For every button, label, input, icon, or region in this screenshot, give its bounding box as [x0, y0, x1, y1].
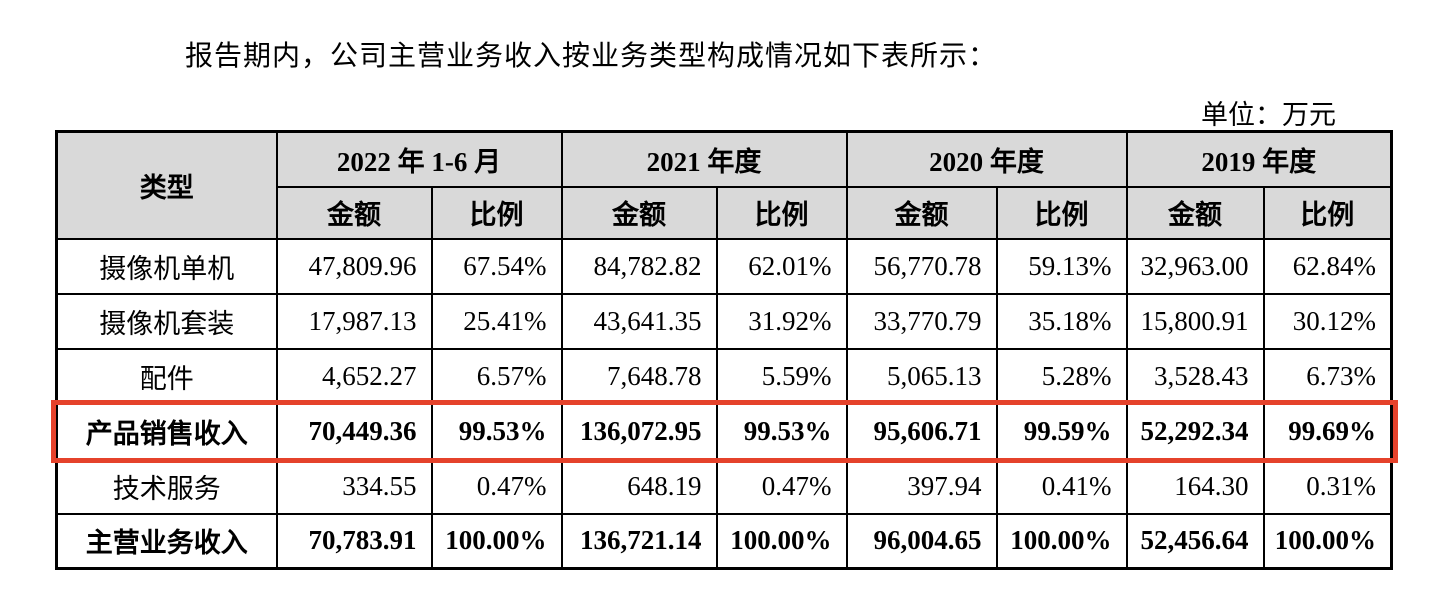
- ratio-header: 比例: [715, 185, 848, 240]
- period-header-2019: 2019 年度: [1125, 130, 1393, 188]
- ratio-cell: 99.53%: [715, 402, 848, 460]
- table-row: 配件 4,652.27 6.57% 7,648.78 5.59% 5,065.13 5.28…: [55, 347, 1393, 405]
- amount-header: 金额: [845, 185, 998, 240]
- ratio-cell: 100.00%: [995, 512, 1128, 570]
- subheader-row: 金额 比例 金额 比例 金额 比例 金额 比例: [57, 185, 1393, 240]
- period-header-2021: 2021 年度: [560, 130, 848, 188]
- amount-cell: 164.30: [1125, 457, 1265, 515]
- type-column-header: 类型: [55, 130, 278, 240]
- amount-cell: 17,987.13: [275, 292, 433, 350]
- ratio-cell: 5.59%: [715, 347, 848, 405]
- amount-cell: 70,449.36: [275, 402, 433, 460]
- ratio-cell: 100.00%: [1262, 512, 1393, 570]
- amount-cell: 47,809.96: [275, 237, 433, 295]
- type-cell: 摄像机套装: [55, 292, 278, 350]
- table-row: 摄像机单机 47,809.96 67.54% 84,782.82 62.01% 56,77…: [55, 237, 1393, 295]
- period-header-row: 类型 2022 年 1-6 月 2021 年度 2020 年度 2019 年度: [55, 130, 1393, 240]
- ratio-cell: 99.53%: [430, 402, 563, 460]
- ratio-cell: 6.73%: [1262, 347, 1393, 405]
- ratio-cell: 67.54%: [430, 237, 563, 295]
- intro-paragraph: 报告期内，公司主营业务收入按业务类型构成情况如下表所示：: [185, 41, 998, 72]
- ratio-cell: 25.41%: [430, 292, 563, 350]
- ratio-cell: 62.84%: [1262, 237, 1393, 295]
- ratio-header: 比例: [1262, 185, 1393, 240]
- amount-cell: 334.55: [275, 457, 433, 515]
- amount-cell: 84,782.82: [560, 237, 718, 295]
- period-header-2020: 2020 年度: [845, 130, 1128, 188]
- amount-cell: 15,800.91: [1125, 292, 1265, 350]
- amount-cell: 397.94: [845, 457, 998, 515]
- type-cell: 产品销售收入: [55, 402, 278, 460]
- amount-cell: 136,072.95: [560, 402, 718, 460]
- ratio-cell: 31.92%: [715, 292, 848, 350]
- ratio-cell: 0.41%: [995, 457, 1128, 515]
- type-cell: 摄像机单机: [55, 237, 278, 295]
- amount-cell: 32,963.00: [1125, 237, 1265, 295]
- amount-cell: 52,456.64: [1125, 512, 1265, 570]
- unit-label: 单位：万元: [1201, 100, 1336, 130]
- amount-cell: 33,770.79: [845, 292, 998, 350]
- ratio-cell: 99.59%: [995, 402, 1128, 460]
- table-row: 产品销售收入 70,449.36 99.53% 136,072.95 99.53% 95,…: [55, 402, 1393, 460]
- ratio-cell: 62.01%: [715, 237, 848, 295]
- type-cell: 技术服务: [55, 457, 278, 515]
- ratio-cell: 59.13%: [995, 237, 1128, 295]
- ratio-cell: 100.00%: [430, 512, 563, 570]
- table-row: 主营业务收入 70,783.91 100.00% 136,721.14 100.00% 9…: [55, 512, 1393, 570]
- amount-cell: 56,770.78: [845, 237, 998, 295]
- amount-cell: 70,783.91: [275, 512, 433, 570]
- amount-cell: 52,292.34: [1125, 402, 1265, 460]
- amount-cell: 7,648.78: [560, 347, 718, 405]
- ratio-cell: 0.47%: [715, 457, 848, 515]
- ratio-cell: 5.28%: [995, 347, 1128, 405]
- ratio-cell: 30.12%: [1262, 292, 1393, 350]
- table-row: 摄像机套装 17,987.13 25.41% 43,641.35 31.92% 33,77…: [55, 292, 1393, 350]
- ratio-cell: 6.57%: [430, 347, 563, 405]
- ratio-cell: 99.69%: [1262, 402, 1393, 460]
- amount-cell: 96,004.65: [845, 512, 998, 570]
- amount-cell: 95,606.71: [845, 402, 998, 460]
- amount-cell: 5,065.13: [845, 347, 998, 405]
- amount-cell: 3,528.43: [1125, 347, 1265, 405]
- ratio-header: 比例: [995, 185, 1128, 240]
- type-cell: 主营业务收入: [55, 512, 278, 570]
- ratio-cell: 35.18%: [995, 292, 1128, 350]
- ratio-cell: 0.31%: [1262, 457, 1393, 515]
- amount-header: 金额: [275, 185, 433, 240]
- table-row: 技术服务 334.55 0.47% 648.19 0.47% 397.94 0.41% 164…: [55, 457, 1393, 515]
- revenue-by-business-type-table: 类型 2022 年 1-6 月 2021 年度 2020 年度 2019 年度 …: [55, 130, 1393, 570]
- amount-cell: 43,641.35: [560, 292, 718, 350]
- ratio-cell: 0.47%: [430, 457, 563, 515]
- amount-cell: 648.19: [560, 457, 718, 515]
- amount-header: 金额: [1125, 185, 1265, 240]
- amount-cell: 136,721.14: [560, 512, 718, 570]
- ratio-header: 比例: [430, 185, 563, 240]
- period-header-2022: 2022 年 1-6 月: [275, 130, 563, 188]
- amount-cell: 4,652.27: [275, 347, 433, 405]
- ratio-cell: 100.00%: [715, 512, 848, 570]
- amount-header: 金额: [560, 185, 718, 240]
- table-body: 摄像机单机 47,809.96 67.54% 84,782.82 62.01% 56,77…: [55, 237, 1393, 570]
- table-header: 类型 2022 年 1-6 月 2021 年度 2020 年度 2019 年度 …: [55, 130, 1393, 240]
- type-cell: 配件: [55, 347, 278, 405]
